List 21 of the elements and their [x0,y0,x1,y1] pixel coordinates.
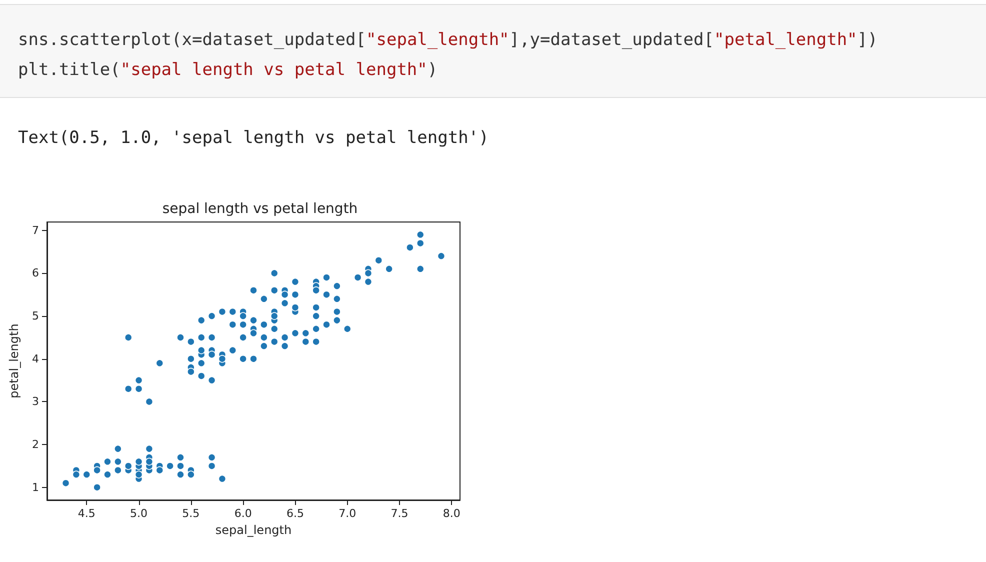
x-tick-label: 8.0 [442,507,460,520]
y-tick-label: 1 [32,480,39,494]
x-tick-label: 7.0 [338,507,356,520]
x-tick-label: 6.0 [234,507,252,520]
x-tick-label: 7.5 [390,507,408,520]
y-tick-label: 3 [32,395,39,408]
text: plt.title("sepal length vs petal length") [18,60,438,80]
x-tick-label: 4.5 [78,507,96,520]
x-tick-label: 5.5 [182,507,200,520]
y-axis-title: petal_length [7,324,21,398]
text: Text(0.5, 1.0, 'sepal length vs petal length') [18,128,489,148]
y-tick-label: 2 [32,438,39,452]
y-tick-label: 6 [32,266,39,280]
chart-title: sepal length vs petal length [162,201,358,217]
text: sns.scatterplot(x=dataset_updated["sepal_length"],y=dataset_updated["petal_length"]) [18,30,878,50]
x-tick-label: 5.0 [130,507,148,520]
x-axis-title: sepal_length [215,523,292,537]
x-tick-label: 6.5 [286,507,304,520]
y-tick-label: 5 [32,310,39,323]
y-tick-label: 4 [32,352,39,366]
y-tick-label: 7 [32,224,39,237]
